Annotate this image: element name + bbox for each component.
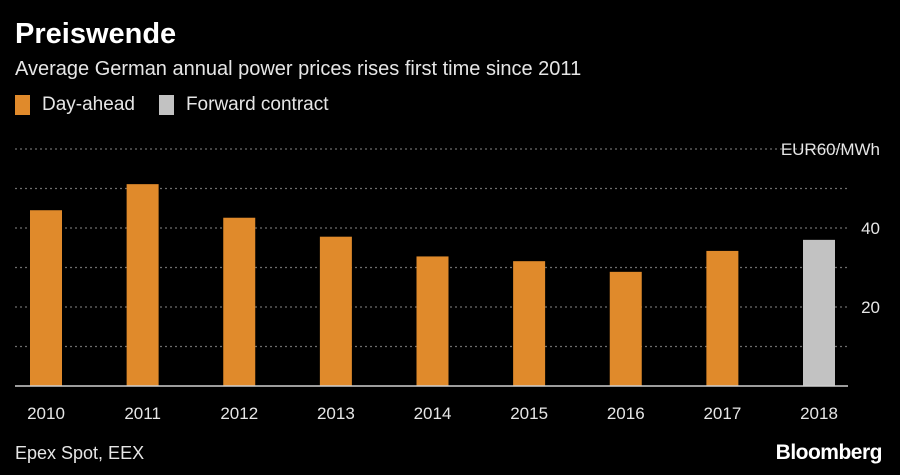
- x-tick-label-2016: 2016: [607, 404, 645, 423]
- x-tick-label-2012: 2012: [220, 404, 258, 423]
- x-tick-label-2017: 2017: [703, 404, 741, 423]
- bar-2017: [706, 250, 739, 386]
- bar-2015: [513, 261, 546, 386]
- bar-2013: [319, 236, 352, 386]
- x-tick-label-2011: 2011: [124, 404, 161, 423]
- bar-2010: [30, 210, 62, 386]
- chart-subtitle: Average German annual power prices rises…: [15, 58, 582, 80]
- bar-2018: [803, 239, 835, 386]
- bloomberg-logo: Bloomberg: [775, 441, 883, 464]
- legend: Day-ahead Forward contract: [15, 94, 353, 116]
- legend-item-day-ahead: Day-ahead: [15, 94, 135, 116]
- legend-label-forward-contract: Forward contract: [185, 94, 329, 115]
- legend-item-forward-contract: Forward contract: [158, 94, 329, 116]
- x-tick-label-2015: 2015: [510, 404, 548, 423]
- y-tick-label-20: 20: [861, 298, 880, 317]
- bar-2014: [416, 256, 449, 386]
- y-tick-label-40: 40: [861, 219, 880, 238]
- legend-label-day-ahead: Day-ahead: [42, 94, 135, 115]
- x-tick-label-2014: 2014: [414, 404, 452, 423]
- bar-chart: EUR60/MWh 20 40 2010 2011 2012 2013 2014 2015 201…: [15, 140, 880, 423]
- bar-2012: [223, 217, 256, 386]
- source-note: Epex Spot, EEX: [15, 443, 145, 463]
- x-tick-label-2018: 2018: [800, 404, 838, 423]
- chart-title: Preiswende: [15, 18, 177, 50]
- legend-swatch-forward-contract: [158, 95, 174, 115]
- y-tick-label-top: EUR60/MWh: [781, 140, 880, 159]
- x-tick-label-2013: 2013: [317, 404, 355, 423]
- legend-swatch-day-ahead: [15, 95, 30, 115]
- bar-2011: [126, 184, 159, 386]
- x-tick-label-2010: 2010: [27, 404, 65, 423]
- bar-2016: [609, 271, 642, 386]
